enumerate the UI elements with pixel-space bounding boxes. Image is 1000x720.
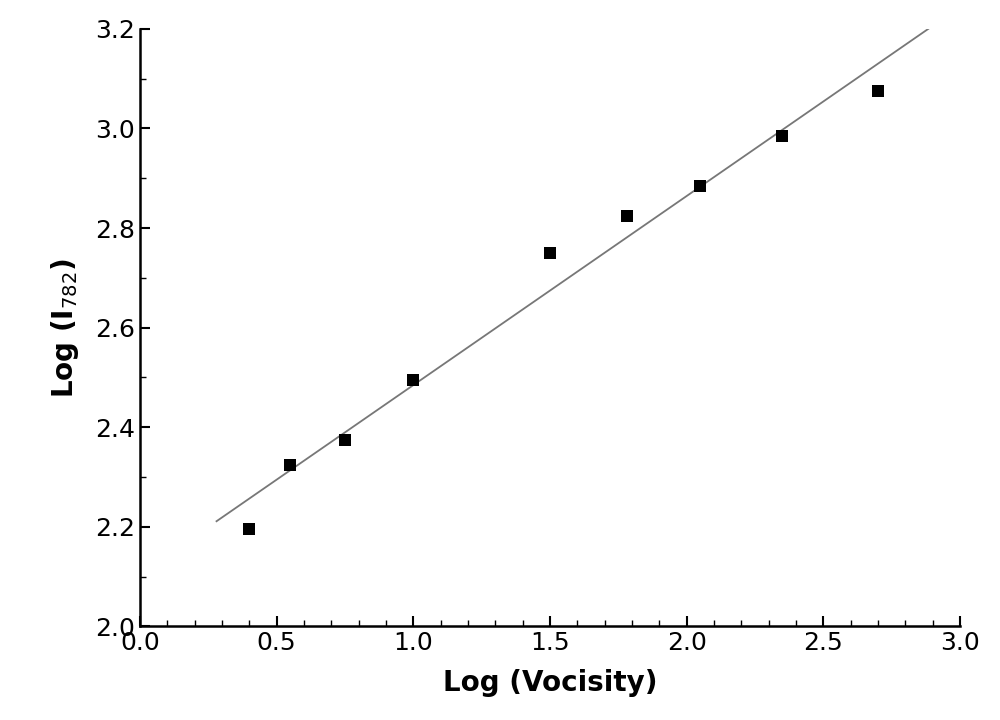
Point [870, 85, 886, 96]
Point [692, 180, 708, 192]
Point [282, 459, 298, 470]
Y-axis label: Log (I$_{782}$): Log (I$_{782}$) [49, 258, 81, 397]
Point [619, 210, 635, 221]
Point [405, 374, 421, 386]
Point [337, 434, 353, 446]
Point [542, 247, 558, 258]
Point [241, 523, 257, 535]
Point [774, 130, 790, 142]
X-axis label: Log (Vocisity): Log (Vocisity) [443, 669, 657, 697]
